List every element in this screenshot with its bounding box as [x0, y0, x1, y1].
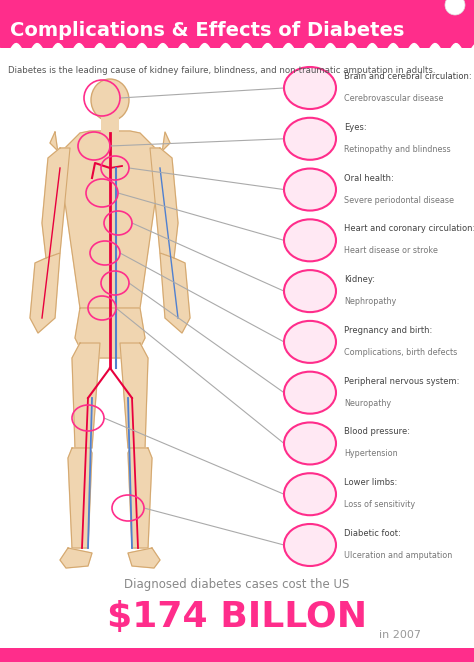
- Text: Cerebrovascular disease: Cerebrovascular disease: [344, 94, 443, 103]
- FancyBboxPatch shape: [0, 0, 474, 48]
- Ellipse shape: [284, 118, 336, 160]
- Ellipse shape: [445, 0, 465, 15]
- Text: Ulceration and amputation: Ulceration and amputation: [344, 551, 452, 560]
- Polygon shape: [42, 148, 70, 258]
- Text: Diagnosed diabetes cases cost the US: Diagnosed diabetes cases cost the US: [124, 578, 350, 591]
- Text: Diabetes is the leading cause of kidney failure, blindness, and non-traumatic am: Diabetes is the leading cause of kidney …: [8, 66, 436, 75]
- Text: Complications, birth defects: Complications, birth defects: [344, 348, 457, 357]
- Text: Brain and cerebral circulation:: Brain and cerebral circulation:: [344, 72, 472, 81]
- Ellipse shape: [284, 473, 336, 515]
- Text: Complications & Effects of Diabetes: Complications & Effects of Diabetes: [10, 21, 404, 40]
- Polygon shape: [68, 448, 92, 548]
- Ellipse shape: [284, 371, 336, 414]
- Polygon shape: [160, 253, 190, 333]
- Text: Neuropathy: Neuropathy: [344, 399, 391, 408]
- Ellipse shape: [284, 67, 336, 109]
- Polygon shape: [75, 308, 145, 358]
- Text: Retinopathy and blindness: Retinopathy and blindness: [344, 145, 451, 154]
- Text: Pregnancy and birth:: Pregnancy and birth:: [344, 326, 432, 335]
- Text: in 2007: in 2007: [379, 630, 421, 640]
- Polygon shape: [120, 343, 148, 448]
- Ellipse shape: [91, 79, 129, 121]
- Text: Oral health:: Oral health:: [344, 173, 394, 183]
- Polygon shape: [60, 548, 92, 568]
- Text: Peripheral nervous system:: Peripheral nervous system:: [344, 377, 459, 386]
- Polygon shape: [128, 448, 152, 548]
- Text: Lower limbs:: Lower limbs:: [344, 478, 397, 487]
- Text: Loss of sensitivity: Loss of sensitivity: [344, 500, 415, 509]
- Text: Diabetic foot:: Diabetic foot:: [344, 529, 401, 538]
- Text: Eyes:: Eyes:: [344, 122, 366, 132]
- Polygon shape: [50, 131, 170, 308]
- Polygon shape: [72, 343, 100, 448]
- Ellipse shape: [284, 219, 336, 261]
- FancyBboxPatch shape: [0, 648, 474, 662]
- Ellipse shape: [284, 321, 336, 363]
- Text: Hypertension: Hypertension: [344, 449, 398, 459]
- Text: Blood pressure:: Blood pressure:: [344, 428, 410, 436]
- Polygon shape: [128, 548, 160, 568]
- Polygon shape: [30, 253, 60, 333]
- Ellipse shape: [284, 270, 336, 312]
- Text: $174 BILLON: $174 BILLON: [107, 600, 367, 634]
- Ellipse shape: [284, 169, 336, 211]
- Ellipse shape: [284, 524, 336, 566]
- Ellipse shape: [284, 422, 336, 465]
- Polygon shape: [150, 148, 178, 258]
- Text: Heart and coronary circulation:: Heart and coronary circulation:: [344, 224, 474, 233]
- Text: Nephropathy: Nephropathy: [344, 297, 396, 306]
- Text: Severe periodontal disease: Severe periodontal disease: [344, 195, 454, 205]
- Text: Heart disease or stroke: Heart disease or stroke: [344, 246, 438, 256]
- Text: Kidney:: Kidney:: [344, 275, 375, 284]
- FancyBboxPatch shape: [101, 118, 119, 132]
